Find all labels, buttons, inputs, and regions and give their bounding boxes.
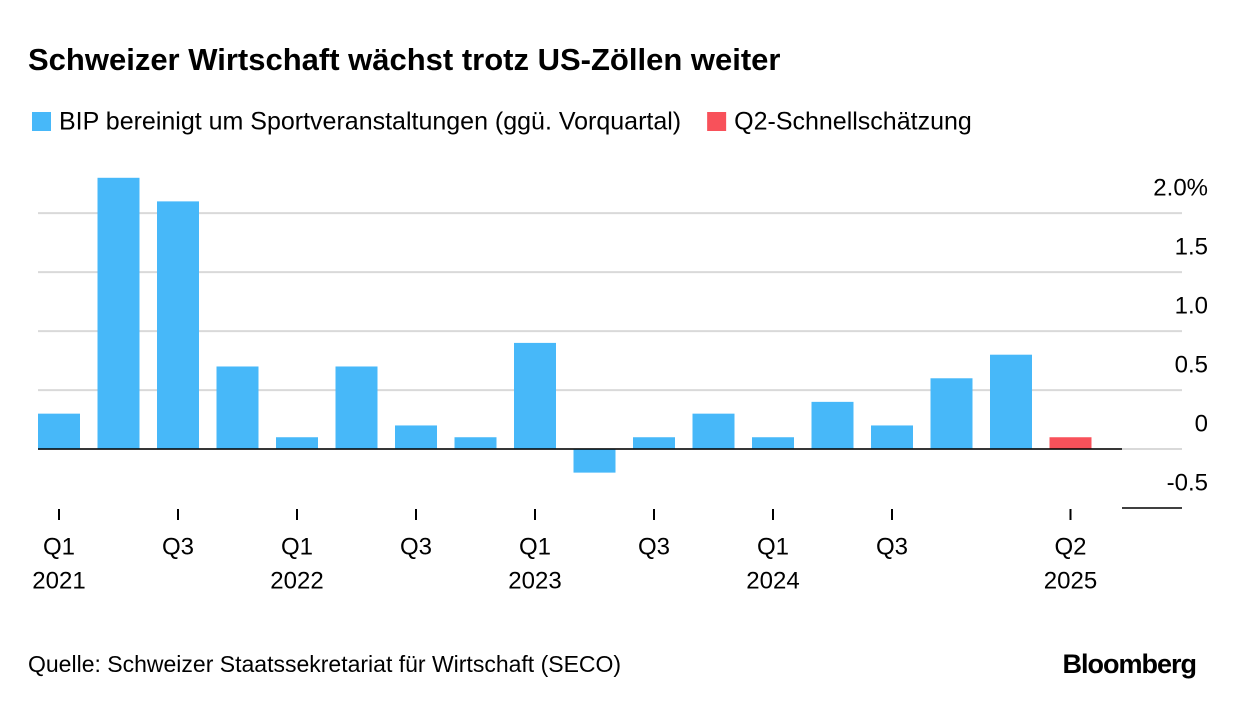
bar — [1049, 437, 1092, 450]
bar — [573, 449, 616, 473]
legend-label: BIP bereinigt um Sportveranstaltungen (g… — [59, 108, 681, 136]
legend-label: Q2-Schnellschätzung — [734, 108, 972, 136]
x-tick-label: 2024 — [746, 567, 799, 594]
x-tick-label: 2023 — [508, 567, 561, 594]
legend-swatch — [707, 112, 727, 131]
x-tick-label: Q3 — [876, 533, 908, 560]
x-tick-label: Q3 — [638, 533, 670, 560]
x-tick-label: Q3 — [162, 533, 194, 560]
legend-swatch — [32, 112, 51, 131]
y-tick-label: 0.5 — [1175, 351, 1208, 378]
x-tick-label: Q3 — [400, 533, 432, 560]
bar — [335, 366, 378, 450]
y-tick-label: 0 — [1195, 410, 1208, 437]
brand-logo: Bloomberg — [1062, 649, 1196, 679]
x-tick-label: Q2 — [1054, 533, 1086, 560]
bar — [930, 378, 973, 450]
x-tick-label: Q1 — [281, 533, 313, 560]
bar — [454, 437, 497, 450]
bar — [157, 201, 199, 450]
x-tick-label: 2021 — [32, 567, 85, 594]
bar — [990, 354, 1032, 450]
y-tick-label: 2.0% — [1153, 175, 1208, 202]
bar — [97, 177, 140, 450]
bar — [633, 437, 675, 450]
bar — [38, 413, 80, 450]
bar — [395, 425, 437, 450]
bar — [216, 366, 259, 450]
x-tick-label: Q1 — [43, 533, 75, 560]
chart-title: Schweizer Wirtschaft wächst trotz US-Zöl… — [28, 42, 780, 77]
y-tick-label: -0.5 — [1167, 469, 1208, 496]
bar — [871, 425, 913, 450]
y-tick-label: 1.0 — [1175, 292, 1208, 319]
bar — [514, 342, 556, 450]
bar — [276, 437, 318, 450]
x-tick-label: Q1 — [757, 533, 789, 560]
bar — [692, 413, 735, 450]
x-tick-label: 2025 — [1044, 567, 1097, 594]
bar — [811, 401, 854, 450]
x-tick-label: Q1 — [519, 533, 551, 560]
source: Quelle: Schweizer Staatssekretariat für … — [28, 651, 621, 677]
x-tick-label: 2022 — [270, 567, 323, 594]
bar — [752, 437, 794, 450]
y-tick-label: 1.5 — [1175, 233, 1208, 260]
